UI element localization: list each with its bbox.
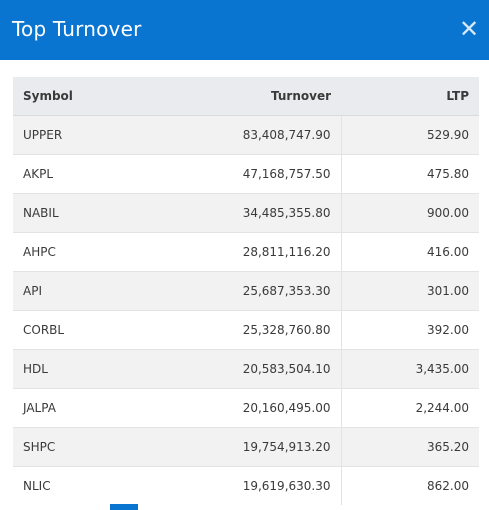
cell-symbol: UPPER (23, 127, 63, 142)
cell-ltp: 416.00 (341, 231, 479, 271)
cell-symbol: API (13, 270, 163, 310)
column-header-ltp[interactable]: LTP (341, 77, 479, 116)
cell-ltp: 2,244.00 (341, 387, 479, 427)
table-row[interactable]: AKPL 47,168,757.50 475.80 (13, 153, 479, 193)
table-row[interactable]: CORBL 25,328,760.80 392.00 (13, 309, 479, 349)
cell-ltp: 900.00 (341, 192, 479, 232)
cell-ltp: 862.00 (341, 465, 479, 505)
cell-symbol: JALPA (13, 387, 163, 427)
cell-symbol: NLIC (13, 465, 163, 505)
cell-turnover: 25,328,760.80 (163, 309, 342, 349)
cell-symbol: HDL (13, 348, 163, 388)
table-row[interactable]: SHPC 19,754,913.20 365.20 (13, 426, 479, 466)
cell-ltp: 365.20 (341, 426, 479, 466)
cell-symbol: NABIL (13, 192, 163, 232)
cell-symbol: CORBL (13, 309, 163, 349)
table-header-row: Symbol Turnover LTP (13, 77, 479, 116)
table-row[interactable]: NABIL 34,485,355.80 900.00 (13, 192, 479, 232)
cell-ltp: 529.90 (427, 127, 469, 142)
table-row[interactable]: HDL 20,583,504.10 3,435.00 (13, 348, 479, 388)
table-row[interactable]: API 25,687,353.30 301.00 (13, 270, 479, 310)
cell-turnover: 83,408,747.90 (163, 115, 342, 154)
cell-turnover: 19,619,630.30 (163, 465, 342, 505)
cell-turnover: 20,160,495.00 (163, 387, 342, 427)
table-row[interactable]: JALPA 20,160,495.00 2,244.00 (13, 387, 479, 427)
top-turnover-table: Symbol Turnover LTP UPPER 83,408,747.90 … (13, 77, 479, 505)
cell-turnover: 19,754,913.20 (163, 426, 342, 466)
pagination-indicator[interactable] (110, 504, 138, 510)
cell-ltp: 3,435.00 (341, 348, 479, 388)
cell-turnover: 25,687,353.30 (163, 270, 342, 310)
cell-ltp: 392.00 (341, 309, 479, 349)
cell-turnover: 47,168,757.50 (163, 153, 342, 193)
modal-header: Top Turnover ✕ (0, 0, 489, 60)
column-header-turnover[interactable]: Turnover (163, 77, 341, 116)
table-row[interactable]: UPPER 83,408,747.90 529.90 (13, 115, 479, 154)
close-icon[interactable]: ✕ (459, 15, 480, 43)
column-header-symbol[interactable]: Symbol (13, 77, 163, 116)
table-row[interactable]: AHPC 28,811,116.20 416.00 (13, 231, 479, 271)
cell-turnover: 28,811,116.20 (163, 231, 342, 271)
cell-turnover: 20,583,504.10 (163, 348, 342, 388)
cell-symbol: AHPC (13, 231, 163, 271)
cell-ltp: 475.80 (341, 153, 479, 193)
cell-symbol: SHPC (13, 426, 163, 466)
cell-ltp: 301.00 (341, 270, 479, 310)
table-row[interactable]: NLIC 19,619,630.30 862.00 (13, 465, 479, 505)
cell-turnover: 34,485,355.80 (163, 192, 342, 232)
modal-title: Top Turnover (12, 17, 142, 41)
cell-symbol: AKPL (13, 153, 163, 193)
